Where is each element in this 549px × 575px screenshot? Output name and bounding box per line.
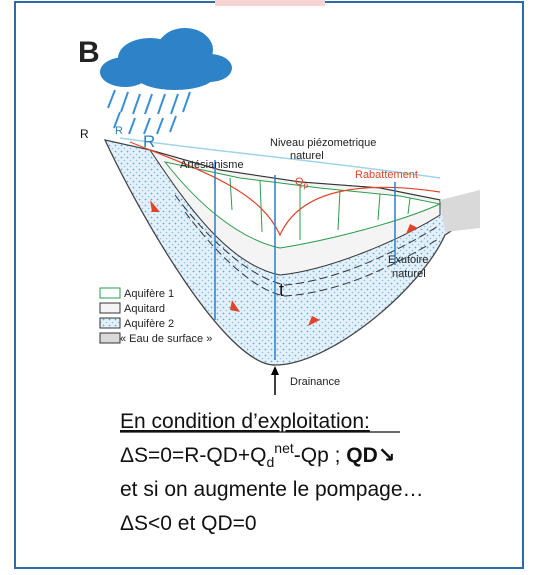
legend-swatch bbox=[100, 288, 120, 298]
artesianisme-label: Artésianisme bbox=[180, 159, 244, 171]
niveau-label: Niveau piézometrique bbox=[270, 137, 376, 149]
surface-water bbox=[440, 190, 480, 232]
legend-label: « Eau de surface » bbox=[120, 333, 212, 345]
legend-swatch bbox=[100, 303, 120, 313]
legend-swatch bbox=[100, 333, 120, 343]
eq-sub: d bbox=[267, 454, 275, 470]
qp-label: Qp bbox=[295, 176, 309, 190]
eq-start: ΔS=0=R-QD+Q bbox=[120, 444, 267, 467]
exutoire-label: naturel bbox=[392, 268, 426, 280]
drainance-label: Drainance bbox=[290, 376, 340, 388]
legend-label: Aquifère 2 bbox=[124, 318, 174, 330]
slide: B R R R Niveau piézome bbox=[0, 0, 549, 570]
top-tab bbox=[215, 0, 325, 6]
legend-label: Aquifère 1 bbox=[124, 288, 174, 300]
eq-bold: QD↘ bbox=[346, 444, 395, 467]
legend-label: Aquitard bbox=[124, 303, 165, 315]
panel-letter: B bbox=[78, 36, 100, 69]
r-left: R bbox=[80, 127, 89, 141]
rabattement-label: Rabattement bbox=[355, 169, 418, 181]
equation: ΔS=0=R-QD+Qdnet-Qp ; QD↘ bbox=[120, 440, 395, 470]
r-blue: R bbox=[143, 132, 155, 151]
legend-swatch bbox=[100, 318, 120, 328]
drainance-head bbox=[271, 366, 279, 375]
exutoire-label: Exutoire bbox=[388, 254, 428, 266]
eq-sup: net bbox=[274, 440, 294, 456]
t-label: t bbox=[279, 280, 284, 300]
niveau-label: naturel bbox=[290, 150, 324, 162]
r-small: R bbox=[115, 125, 123, 137]
line3: et si on augmente le pompage… bbox=[120, 478, 424, 501]
line4: ΔS<0 et QD=0 bbox=[120, 512, 257, 535]
page: {"panel": {"letter": "B", "labels": {"r_… bbox=[0, 0, 549, 570]
heading: En condition d’exploitation: bbox=[120, 410, 370, 433]
eq-rest: -Qp ; bbox=[294, 444, 347, 467]
qp-sub: p bbox=[304, 181, 309, 190]
cloud bbox=[100, 28, 232, 90]
